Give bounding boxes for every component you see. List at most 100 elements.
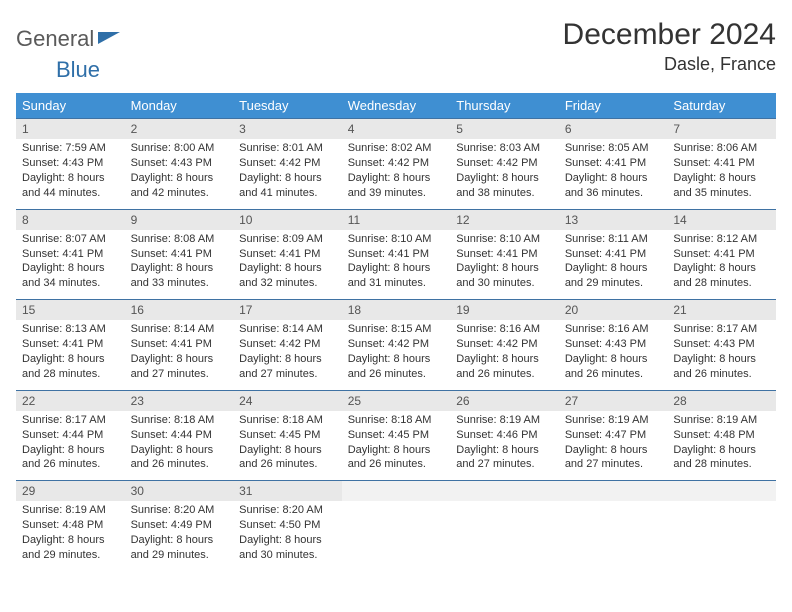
daylight-line: Daylight: 8 hours and 26 minutes. xyxy=(565,352,662,382)
daylight-line: Daylight: 8 hours and 26 minutes. xyxy=(348,443,445,473)
day-number: 2 xyxy=(125,119,234,139)
calendar-day-cell: 26Sunrise: 8:19 AMSunset: 4:46 PMDayligh… xyxy=(450,390,559,481)
daylight-line: Daylight: 8 hours and 27 minutes. xyxy=(239,352,336,382)
calendar-table: Sunday Monday Tuesday Wednesday Thursday… xyxy=(16,93,776,571)
location: Dasle, France xyxy=(563,54,776,75)
sunset-line: Sunset: 4:42 PM xyxy=(348,156,445,171)
day-number: 3 xyxy=(233,119,342,139)
calendar-day-cell: 6Sunrise: 8:05 AMSunset: 4:41 PMDaylight… xyxy=(559,119,668,210)
day-number: 14 xyxy=(667,210,776,230)
daylight-line: Daylight: 8 hours and 27 minutes. xyxy=(131,352,228,382)
daylight-line: Daylight: 8 hours and 30 minutes. xyxy=(239,533,336,563)
sunset-line: Sunset: 4:41 PM xyxy=(22,247,119,262)
daylight-line: Daylight: 8 hours and 26 minutes. xyxy=(22,443,119,473)
sunset-line: Sunset: 4:48 PM xyxy=(22,518,119,533)
day-header: Monday xyxy=(125,93,234,119)
sunset-line: Sunset: 4:43 PM xyxy=(22,156,119,171)
day-number: 5 xyxy=(450,119,559,139)
sunset-line: Sunset: 4:41 PM xyxy=(565,156,662,171)
logo-text-general: General xyxy=(16,26,94,52)
daylight-line: Daylight: 8 hours and 29 minutes. xyxy=(22,533,119,563)
day-number: 31 xyxy=(233,481,342,501)
sunset-line: Sunset: 4:42 PM xyxy=(456,156,553,171)
sunset-line: Sunset: 4:42 PM xyxy=(456,337,553,352)
sunrise-line: Sunrise: 8:01 AM xyxy=(239,141,336,156)
sunset-line: Sunset: 4:45 PM xyxy=(239,428,336,443)
calendar-day-cell: 2Sunrise: 8:00 AMSunset: 4:43 PMDaylight… xyxy=(125,119,234,210)
daylight-line: Daylight: 8 hours and 41 minutes. xyxy=(239,171,336,201)
calendar-day-cell: 27Sunrise: 8:19 AMSunset: 4:47 PMDayligh… xyxy=(559,390,668,481)
sunset-line: Sunset: 4:46 PM xyxy=(456,428,553,443)
calendar-day-cell: . xyxy=(450,481,559,571)
sunrise-line: Sunrise: 8:08 AM xyxy=(131,232,228,247)
calendar-day-cell: 28Sunrise: 8:19 AMSunset: 4:48 PMDayligh… xyxy=(667,390,776,481)
daylight-line: Daylight: 8 hours and 31 minutes. xyxy=(348,261,445,291)
sunset-line: Sunset: 4:44 PM xyxy=(22,428,119,443)
sunset-line: Sunset: 4:42 PM xyxy=(239,156,336,171)
daylight-line: Daylight: 8 hours and 28 minutes. xyxy=(673,443,770,473)
sunrise-line: Sunrise: 8:12 AM xyxy=(673,232,770,247)
calendar-day-cell: 30 Sunrise: 8:20 AMSunset: 4:49 PMDayligh… xyxy=(125,481,234,571)
sunset-line: Sunset: 4:42 PM xyxy=(348,337,445,352)
sunset-line: Sunset: 4:41 PM xyxy=(565,247,662,262)
calendar-day-cell: . xyxy=(667,481,776,571)
daylight-line: Daylight: 8 hours and 36 minutes. xyxy=(565,171,662,201)
day-header: Saturday xyxy=(667,93,776,119)
logo-text-blue: Blue xyxy=(56,57,100,82)
daylight-line: Daylight: 8 hours and 39 minutes. xyxy=(348,171,445,201)
sunset-line: Sunset: 4:41 PM xyxy=(131,337,228,352)
day-number-empty: . xyxy=(450,481,559,501)
sunset-line: Sunset: 4:47 PM xyxy=(565,428,662,443)
calendar-day-cell: 8Sunrise: 8:07 AMSunset: 4:41 PMDaylight… xyxy=(16,209,125,300)
calendar-day-cell: 4Sunrise: 8:02 AMSunset: 4:42 PMDaylight… xyxy=(342,119,451,210)
daylight-line: Daylight: 8 hours and 26 minutes. xyxy=(673,352,770,382)
daylight-line: Daylight: 8 hours and 32 minutes. xyxy=(239,261,336,291)
sunset-line: Sunset: 4:43 PM xyxy=(131,156,228,171)
day-number: 22 xyxy=(16,391,125,411)
sunrise-line: Sunrise: 8:09 AM xyxy=(239,232,336,247)
sunrise-line: Sunrise: 8:20 AM xyxy=(131,503,228,518)
day-number: 16 xyxy=(125,300,234,320)
calendar-day-cell: 24Sunrise: 8:18 AMSunset: 4:45 PMDayligh… xyxy=(233,390,342,481)
day-number: 28 xyxy=(667,391,776,411)
day-number: 7 xyxy=(667,119,776,139)
sunrise-line: Sunrise: 8:03 AM xyxy=(456,141,553,156)
day-header: Sunday xyxy=(16,93,125,119)
day-number: 30 xyxy=(125,481,234,501)
sunrise-line: Sunrise: 8:20 AM xyxy=(239,503,336,518)
calendar-day-cell: 22Sunrise: 8:17 AMSunset: 4:44 PMDayligh… xyxy=(16,390,125,481)
sunset-line: Sunset: 4:42 PM xyxy=(239,337,336,352)
flag-icon xyxy=(98,30,122,48)
daylight-line: Daylight: 8 hours and 29 minutes. xyxy=(131,533,228,563)
calendar-day-cell: 18 Sunrise: 8:15 AMSunset: 4:42 PMDayligh… xyxy=(342,300,451,391)
day-number: 11 xyxy=(342,210,451,230)
calendar-day-cell: 25Sunrise: 8:18 AMSunset: 4:45 PMDayligh… xyxy=(342,390,451,481)
sunset-line: Sunset: 4:45 PM xyxy=(348,428,445,443)
daylight-line: Daylight: 8 hours and 27 minutes. xyxy=(456,443,553,473)
sunrise-line: Sunrise: 8:18 AM xyxy=(131,413,228,428)
sunset-line: Sunset: 4:49 PM xyxy=(131,518,228,533)
calendar-day-cell: 5Sunrise: 8:03 AMSunset: 4:42 PMDaylight… xyxy=(450,119,559,210)
sunrise-line: Sunrise: 8:19 AM xyxy=(456,413,553,428)
sunrise-line: Sunrise: 8:11 AM xyxy=(565,232,662,247)
day-header-row: Sunday Monday Tuesday Wednesday Thursday… xyxy=(16,93,776,119)
day-number: 21 xyxy=(667,300,776,320)
day-number: 13 xyxy=(559,210,668,230)
sunrise-line: Sunrise: 8:15 AM xyxy=(348,322,445,337)
sunrise-line: Sunrise: 8:00 AM xyxy=(131,141,228,156)
day-number: 10 xyxy=(233,210,342,230)
calendar-day-cell: 13Sunrise: 8:11 AMSunset: 4:41 PMDayligh… xyxy=(559,209,668,300)
day-number: 1 xyxy=(16,119,125,139)
day-number: 18 xyxy=(342,300,451,320)
calendar-day-cell: 12Sunrise: 8:10 AMSunset: 4:41 PMDayligh… xyxy=(450,209,559,300)
daylight-line: Daylight: 8 hours and 26 minutes. xyxy=(348,352,445,382)
sunset-line: Sunset: 4:41 PM xyxy=(673,156,770,171)
sunset-line: Sunset: 4:44 PM xyxy=(131,428,228,443)
day-header: Thursday xyxy=(450,93,559,119)
daylight-line: Daylight: 8 hours and 26 minutes. xyxy=(131,443,228,473)
sunrise-line: Sunrise: 8:18 AM xyxy=(348,413,445,428)
day-number: 4 xyxy=(342,119,451,139)
day-number: 19 xyxy=(450,300,559,320)
sunrise-line: Sunrise: 8:16 AM xyxy=(565,322,662,337)
calendar-week-row: 29Sunrise: 8:19 AMSunset: 4:48 PMDayligh… xyxy=(16,481,776,571)
